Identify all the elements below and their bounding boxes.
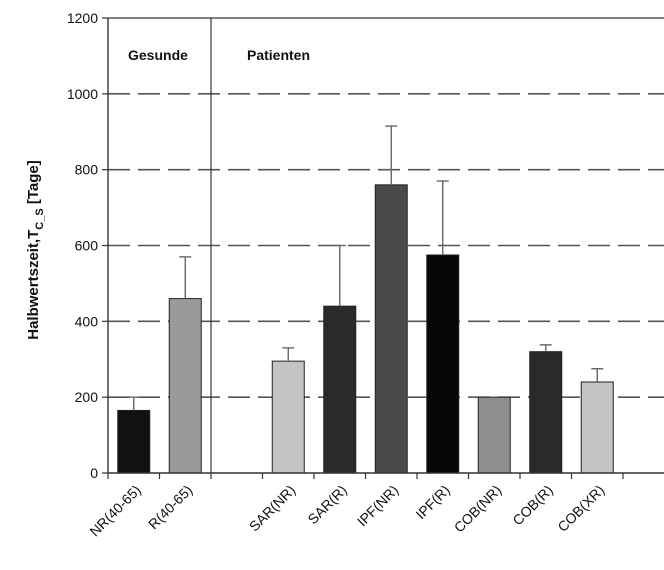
group-label: Gesunde [128, 47, 188, 63]
x-tick-label: SAR(NR) [246, 482, 299, 535]
bar [427, 255, 459, 473]
x-tick-label: IPF(R) [412, 482, 452, 522]
x-tick-label: R(40-65) [145, 482, 195, 532]
bar [324, 306, 356, 473]
y-tick-label: 200 [75, 389, 99, 405]
bars [118, 185, 614, 473]
x-tick-label: NR(40-65) [86, 482, 144, 540]
y-tick-label: 1000 [67, 86, 98, 102]
group-label: Patienten [247, 47, 310, 63]
y-tick-label: 800 [75, 162, 99, 178]
y-axis-title: Halbwertszeit,TC_S [Tage] [25, 160, 46, 340]
bar [118, 410, 150, 473]
bar [581, 382, 613, 473]
y-tick-label: 1200 [67, 10, 98, 26]
x-tick-label: COB(R) [509, 482, 556, 529]
bar [530, 352, 562, 473]
x-tick-label: COB(XR) [554, 482, 607, 535]
y-tick-label: 600 [75, 238, 99, 254]
bar [478, 397, 510, 473]
x-tick-label: SAR(R) [304, 482, 349, 527]
y-tick-label: 400 [75, 313, 99, 329]
x-tick-label: COB(NR) [451, 482, 505, 536]
bar [272, 361, 304, 473]
x-tick-label: IPF(NR) [354, 482, 402, 530]
bar [375, 185, 407, 473]
bar [169, 299, 201, 473]
y-tick-label: 0 [90, 465, 98, 481]
